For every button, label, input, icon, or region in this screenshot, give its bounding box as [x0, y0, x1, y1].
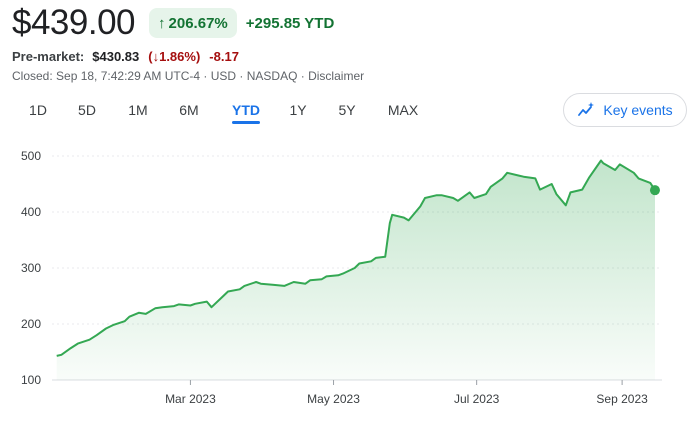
- tab-5y[interactable]: 5Y: [338, 102, 356, 118]
- tab-5d[interactable]: 5D: [78, 102, 96, 118]
- premarket-price: $430.83: [92, 48, 140, 64]
- quote-header: $439.00 ↑ 206.67% +295.85 YTD: [12, 2, 334, 44]
- change-percent: 206.67%: [168, 14, 228, 32]
- price-line: [56, 159, 656, 357]
- tab-ytd[interactable]: YTD: [232, 96, 260, 126]
- market-status: Closed: Sep 18, 7:42:29 AM UTC-4 · USD ·…: [12, 69, 365, 83]
- tab-6m[interactable]: 6M: [179, 102, 199, 118]
- premarket-change: -8.17: [209, 48, 239, 64]
- y-tick-label: 400: [21, 205, 41, 219]
- premarket-percent: (↓1.86%): [148, 48, 201, 64]
- x-tick-label: Jul 2023: [454, 392, 500, 406]
- y-tick-label: 500: [21, 149, 41, 163]
- current-price: $439.00: [12, 3, 136, 42]
- premarket-row: Pre-market: $430.83 (↓1.86%) -8.17: [12, 48, 239, 64]
- x-tick-label: Sep 2023: [596, 392, 648, 406]
- key-events-label: Key events: [603, 102, 673, 118]
- tab-1d[interactable]: 1D: [29, 102, 47, 118]
- last-price-dot: [649, 185, 660, 196]
- key-events-button[interactable]: Key events: [563, 93, 687, 127]
- x-tick-label: May 2023: [307, 392, 360, 406]
- trend-sparkle-icon: [578, 102, 595, 116]
- arrow-up-icon: ↑: [158, 14, 166, 32]
- tab-max[interactable]: MAX: [387, 102, 419, 118]
- tab-1m[interactable]: 1M: [128, 102, 148, 118]
- tab-1y[interactable]: 1Y: [289, 102, 307, 118]
- y-tick-label: 100: [21, 373, 41, 387]
- premarket-label: Pre-market:: [12, 48, 85, 64]
- price-area: [56, 160, 655, 380]
- y-tick-label: 300: [21, 261, 41, 275]
- ytd-change: +295.85 YTD: [245, 14, 335, 32]
- y-tick-label: 200: [21, 317, 41, 331]
- x-tick-label: Mar 2023: [165, 392, 216, 406]
- change-percent-badge: ↑ 206.67%: [149, 8, 237, 38]
- price-chart[interactable]: Mar 2023 May 2023 Jul 2023 Sep 2023 100 200 3…: [0, 140, 699, 415]
